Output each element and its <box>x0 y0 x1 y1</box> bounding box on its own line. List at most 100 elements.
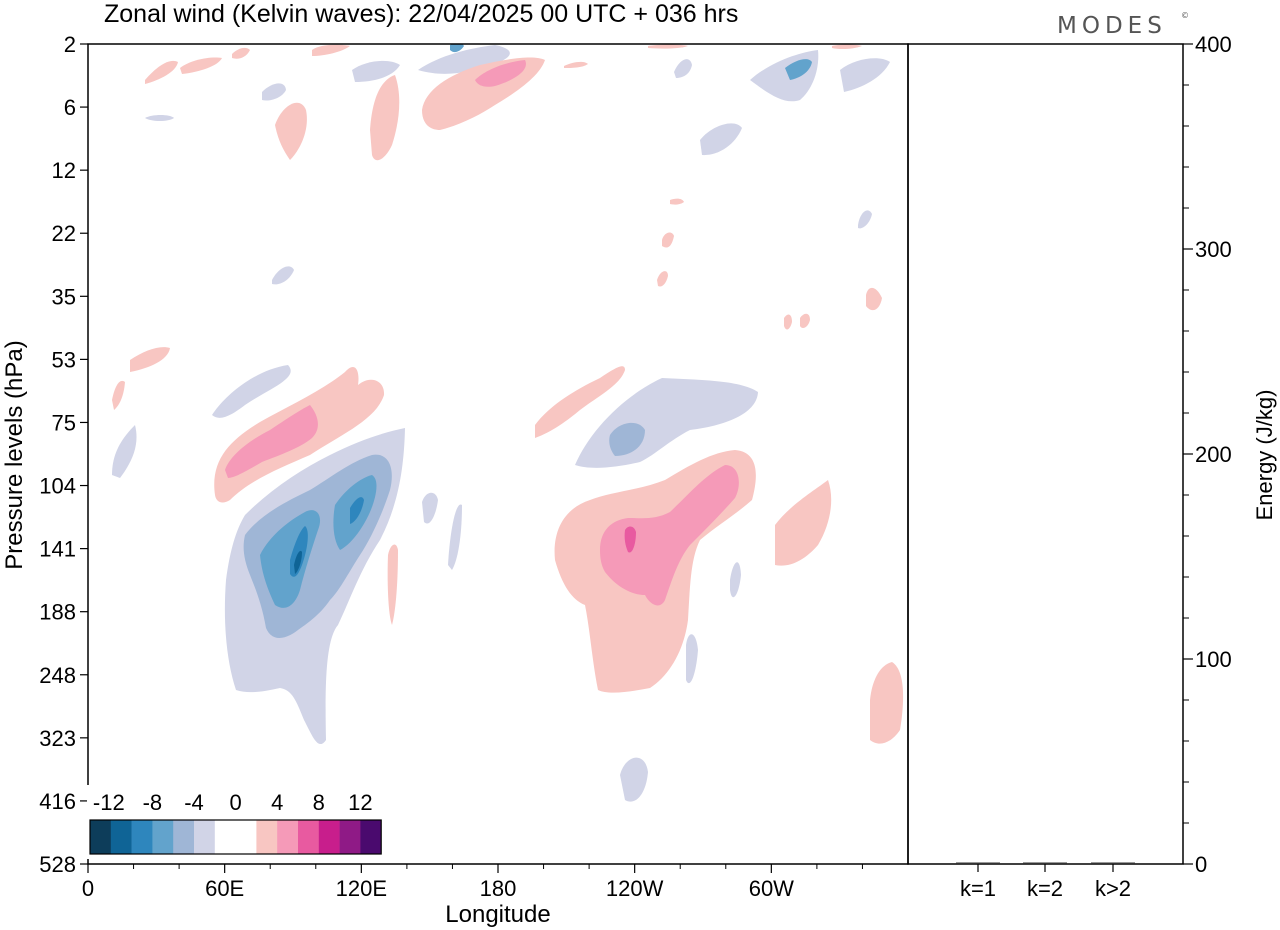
contour-neg-top-6 <box>262 83 286 101</box>
x-tick-label: 60W <box>749 876 794 901</box>
contour-pos-top-9 <box>648 44 688 49</box>
contour-neg-22hpa <box>272 266 294 285</box>
energy-bar <box>1023 862 1067 864</box>
energy-bars: k=1 k=2 k>2 <box>956 862 1135 901</box>
x-axis-title: Longitude <box>445 901 550 928</box>
plot-frame <box>87 43 909 865</box>
contour-pos-strong <box>624 526 636 553</box>
energy-category-label: k=2 <box>1027 876 1063 901</box>
energy-category-label: k>2 <box>1095 876 1131 901</box>
colorbar: -12 -8 -4 0 4 8 12 <box>87 785 384 859</box>
contour-neg-150e-a <box>422 492 438 524</box>
y-tick-label: 6 <box>64 95 76 120</box>
energy-axis: 0 100 200 300 400 <box>1183 32 1232 877</box>
y-tick-label: 248 <box>39 663 76 688</box>
x-axis: 0 60E 120E 180 120W 60W <box>82 864 863 901</box>
colorbar-swatch <box>152 820 174 854</box>
colorbar-label: 12 <box>348 790 372 815</box>
contour-neg-75hpa-60E <box>212 365 291 418</box>
contour-pos-22hpa-b <box>670 198 684 205</box>
contour-neg-100w-a <box>730 562 741 598</box>
colorbar-label: 8 <box>313 790 325 815</box>
y-tick-label: 75 <box>52 410 76 435</box>
contour-neg-top-7 <box>674 59 692 78</box>
contour-neg-100w-b <box>686 634 698 684</box>
contour-neg-top-8 <box>145 115 174 121</box>
colorbar-swatch <box>214 820 236 854</box>
brand-mark: © <box>1181 11 1194 20</box>
x-tick-label: 60E <box>205 876 244 901</box>
x-tick-label: 180 <box>480 876 517 901</box>
colorbar-swatch <box>318 820 340 854</box>
colorbar-swatch <box>360 820 382 854</box>
contour-pos-120E-stripe <box>387 544 398 625</box>
y-tick-label: 104 <box>39 474 76 499</box>
contour-pos-top-6 <box>232 47 250 59</box>
y-tick-label: 323 <box>39 726 76 751</box>
energy-bar <box>956 862 1000 864</box>
energy-category-label: k=1 <box>960 876 996 901</box>
y-axis: 2 6 12 22 35 53 75 104 141 188 248 323 416 528 <box>39 32 88 877</box>
energy-bar <box>1091 862 1135 864</box>
contour-neg-35hpa <box>858 210 872 229</box>
contour-neg-surface <box>620 757 648 802</box>
energy-axis-title: Energy (J/kg) <box>1252 390 1277 521</box>
contour-pos-mid-top <box>475 60 526 87</box>
contour-pos-mid-main <box>600 465 739 606</box>
colorbar-swatch <box>277 820 299 854</box>
contour-neg-darkest <box>294 550 302 574</box>
contour-pos-top-2 <box>370 75 400 161</box>
x-tick-label: 120W <box>606 876 664 901</box>
contour-neg-strong-top <box>785 59 812 80</box>
y-tick-label: 22 <box>52 221 76 246</box>
colorbar-swatch <box>298 820 320 854</box>
colorbar-swatch <box>235 820 257 854</box>
energy-tick-label: 100 <box>1195 647 1232 672</box>
contour-neg-strong-top-2 <box>450 44 464 53</box>
contour-neg-150e-b <box>448 504 462 570</box>
colorbar-swatch <box>110 820 132 854</box>
contour-pos-top-8 <box>564 61 588 68</box>
contour-pos-53hpa-d <box>784 314 792 330</box>
contour-neg-west-patch <box>112 425 137 478</box>
contour-pos-mid-75hpa <box>225 405 318 478</box>
energy-tick-label: 400 <box>1195 32 1232 57</box>
contour-pos-60W <box>775 480 832 566</box>
contour-neg-top-4 <box>700 123 742 156</box>
contour-neg-mid-140W <box>609 422 645 456</box>
brand-logo: MODES <box>1057 13 1167 39</box>
colorbar-swatch <box>256 820 278 854</box>
y-tick-label: 53 <box>52 347 76 372</box>
y-axis-title: Pressure levels (hPa) <box>1 340 28 569</box>
colorbar-label: -4 <box>184 790 204 815</box>
contour-pos-top-7 <box>312 44 350 56</box>
energy-tick-label: 200 <box>1195 442 1232 467</box>
colorbar-swatch <box>131 820 153 854</box>
colorbar-swatch <box>194 820 216 854</box>
y-tick-label: 416 <box>39 789 76 814</box>
contour-neg-top-5 <box>352 60 400 82</box>
y-tick-label: 35 <box>52 284 76 309</box>
energy-panel-frame <box>907 43 1184 865</box>
contour-field <box>112 44 904 802</box>
contour-pos-surface-east <box>870 662 904 744</box>
energy-tick-label: 300 <box>1195 237 1232 262</box>
contour-pos-top-3 <box>275 102 307 160</box>
contour-pos-top-10 <box>832 44 862 50</box>
energy-tick-label: 0 <box>1195 852 1207 877</box>
contour-pos-53hpa-c <box>800 313 810 328</box>
contour-pos-22hpa <box>662 232 674 248</box>
y-tick-label: 188 <box>39 600 76 625</box>
contour-pos-140W-75 <box>535 366 625 438</box>
colorbar-swatch <box>173 820 195 854</box>
y-tick-label: 528 <box>39 852 76 877</box>
contour-neg-top-1 <box>418 45 510 74</box>
colorbar-label: 4 <box>271 790 283 815</box>
x-tick-label: 0 <box>82 876 94 901</box>
contour-pos-35hpa-b <box>866 287 882 311</box>
contour-pos-west-small <box>112 380 125 410</box>
contour-pos-top-5 <box>180 57 222 74</box>
colorbar-swatch <box>90 820 112 854</box>
colorbar-frame <box>89 819 382 855</box>
